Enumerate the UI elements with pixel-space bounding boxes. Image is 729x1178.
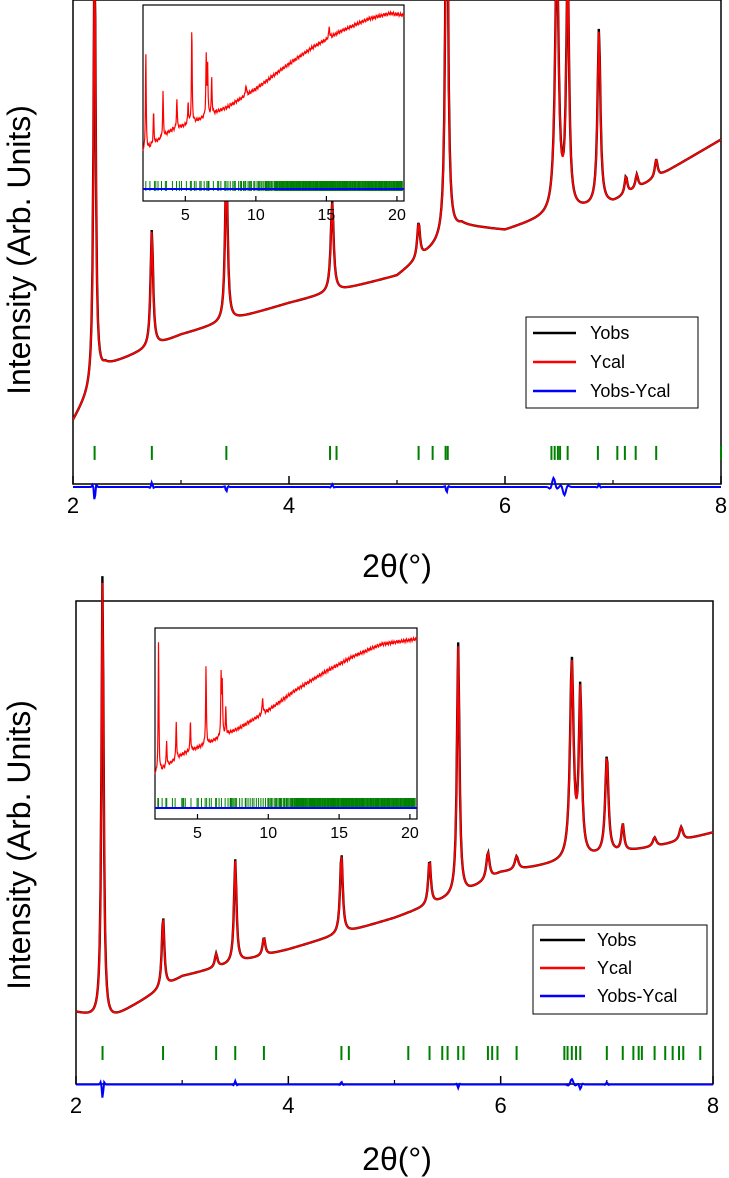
chart-top-x-ticks: 2 4 6 8 [67,476,727,518]
chart-top-inset-pattern-line [142,10,405,152]
inset-x-tick-label: 15 [330,825,348,842]
chart-top-series-ycal-line [72,0,722,420]
chart-bottom-inset-frame [154,627,418,820]
chart-top-legend-label-yobs-ycal: Yobs-Ycal [590,381,670,401]
inset-x-tick-label: 20 [401,825,419,842]
chart-top: 2 4 6 8 5 10 15 20 Yobs Ycal Yobs-Ycal Intensi… [1,0,727,584]
chart-top-inset: 5 10 15 20 [142,4,406,224]
chart-bottom-x-ticks: 2 4 6 8 [70,1076,719,1118]
inset-x-tick-label: 15 [318,207,336,224]
chart-top-y-axis-title: Intensity (Arb. Units) [1,105,37,395]
chart-bottom-y-axis-title: Intensity (Arb. Units) [1,700,37,990]
chart-top-inset-x-ticks: 5 10 15 20 [181,196,406,224]
chart-top-reflection-marks [93,445,722,460]
chart-bottom-legend-label-ycal: Ycal [597,958,632,978]
chart-top-legend-label-yobs: Yobs [590,323,629,343]
inset-x-tick-label: 10 [259,825,277,842]
x-tick-label: 8 [707,1093,719,1118]
chart-bottom-legend-label-yobs-ycal: Yobs-Ycal [597,986,677,1006]
x-tick-label: 8 [715,493,727,518]
x-tick-label: 2 [67,493,79,518]
chart-top-legend: Yobs Ycal Yobs-Ycal [525,316,699,409]
chart-bottom-x-axis-title: 2θ(°) [362,1141,432,1177]
inset-x-tick-label: 5 [181,207,190,224]
chart-bottom-series-ycal-line [75,582,714,1014]
chart-bottom: 2 4 6 8 5 10 15 20 Yobs Ycal Yobs-Ycal Intensi… [1,576,719,1177]
chart-top-inset-frame [142,4,405,202]
chart-top-series-yobs-ycal-line [73,475,721,500]
chart-bottom-inset: 5 10 15 20 [154,627,419,842]
chart-bottom-inset-pattern-line [154,635,418,775]
chart-top-x-axis-title: 2θ(°) [362,548,432,584]
chart-bottom-reflection-marks [101,1046,702,1060]
inset-x-tick-label: 10 [247,207,265,224]
x-tick-label: 2 [70,1093,82,1118]
x-tick-label: 4 [283,493,295,518]
x-tick-label: 6 [499,493,511,518]
x-tick-label: 6 [495,1093,507,1118]
inset-x-tick-label: 20 [388,207,406,224]
inset-x-tick-label: 5 [193,825,202,842]
chart-top-legend-label-ycal: Ycal [590,352,625,372]
x-tick-label: 4 [282,1093,294,1118]
chart-bottom-legend: Yobs Ycal Yobs-Ycal [532,924,708,1015]
chart-bottom-legend-label-yobs: Yobs [597,930,636,950]
chart-bottom-inset-reflection-marks [157,798,416,808]
chart-bottom-inset-x-ticks: 5 10 15 20 [193,814,419,842]
chart-bottom-series-yobs-ycal-line [76,1077,713,1098]
